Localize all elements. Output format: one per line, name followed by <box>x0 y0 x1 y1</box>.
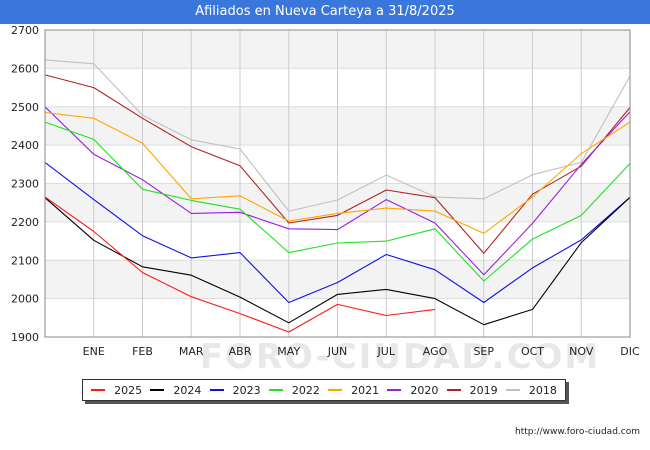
y-tick-label: 2100 <box>11 254 39 267</box>
legend-swatch <box>328 389 343 391</box>
x-tick-label: JUL <box>377 345 396 358</box>
plot-frame <box>44 29 631 338</box>
legend-swatch <box>505 389 520 391</box>
series-line-2021 <box>44 111 631 234</box>
x-tick-label: ENE <box>83 345 105 358</box>
y-tick-label: 2700 <box>11 24 39 37</box>
x-tick-label: AGO <box>423 345 448 358</box>
legend-label: 2023 <box>232 383 261 397</box>
x-tick-label: OCT <box>521 345 544 358</box>
x-tick-label: FEB <box>132 345 153 358</box>
legend-item-2020: 2020 <box>387 384 438 397</box>
chart-title: Afiliados en Nueva Carteya a 31/8/2025 <box>0 0 650 24</box>
y-tick-label: 2600 <box>11 62 39 75</box>
y-axis-ticks: 1900 2000 2100 2200 2300 2400 2500 2600 2700 <box>11 24 39 344</box>
grid-lines <box>45 29 630 338</box>
y-tick-label: 2200 <box>11 216 39 229</box>
series-line-2020 <box>44 106 631 276</box>
legend-swatch <box>268 389 283 391</box>
legend-item-2023: 2023 <box>209 383 261 397</box>
legend-swatch <box>150 389 165 391</box>
x-axis-ticks: ENE FEB MAR ABR MAY JUN JUL AGO SEP OCT NOV DIC <box>83 345 640 358</box>
legend-swatch <box>209 389 224 391</box>
x-tick-label: MAR <box>179 345 204 358</box>
y-tick-label: 2000 <box>11 293 39 306</box>
legend-label: 2019 <box>469 383 498 397</box>
legend-label: 2025 <box>114 383 143 397</box>
legend-label: 2020 <box>410 383 439 397</box>
x-tick-label: JUN <box>327 345 348 358</box>
legend-item-2019: 2019 <box>446 383 498 397</box>
legend-item-2025: 2025 <box>91 384 142 397</box>
legend-label: 2022 <box>291 383 320 397</box>
legend-label: 2021 <box>351 383 380 397</box>
y-tick-label: 2500 <box>11 101 39 114</box>
legend-swatch <box>446 389 461 391</box>
x-tick-label: MAY <box>277 345 300 358</box>
x-tick-label: ABR <box>229 345 252 358</box>
y-tick-label: 2400 <box>11 139 39 152</box>
x-tick-label: DIC <box>620 345 640 358</box>
legend-label: 2024 <box>173 383 202 397</box>
series-line-2018 <box>44 59 631 212</box>
series-line-2022 <box>44 121 631 282</box>
y-tick-label: 2300 <box>11 178 39 191</box>
legend-swatch <box>91 389 106 391</box>
legend-item-2024: 2024 <box>150 384 201 397</box>
legend-label: 2018 <box>528 383 557 397</box>
series-line-2025 <box>44 196 436 333</box>
source-url[interactable]: http://www.foro-ciudad.com <box>515 427 640 437</box>
legend-item-2021: 2021 <box>328 384 379 397</box>
y-tick-label: 1900 <box>11 331 39 344</box>
series-line-2019 <box>44 74 631 254</box>
watermark: FORO-CIUDAD.COM <box>200 337 601 377</box>
series-line-2024 <box>44 196 631 326</box>
x-tick-label: SEP <box>473 345 494 358</box>
legend-item-2018: 2018 <box>505 383 557 397</box>
x-tick-label: NOV <box>569 345 594 358</box>
legend-item-2022: 2022 <box>268 383 320 397</box>
series-lines <box>44 59 631 333</box>
legend: 2025 2024 2023 2022 2021 2020 2019 2018 <box>82 379 566 401</box>
series-line-2023 <box>44 161 631 304</box>
legend-swatch <box>387 389 402 391</box>
